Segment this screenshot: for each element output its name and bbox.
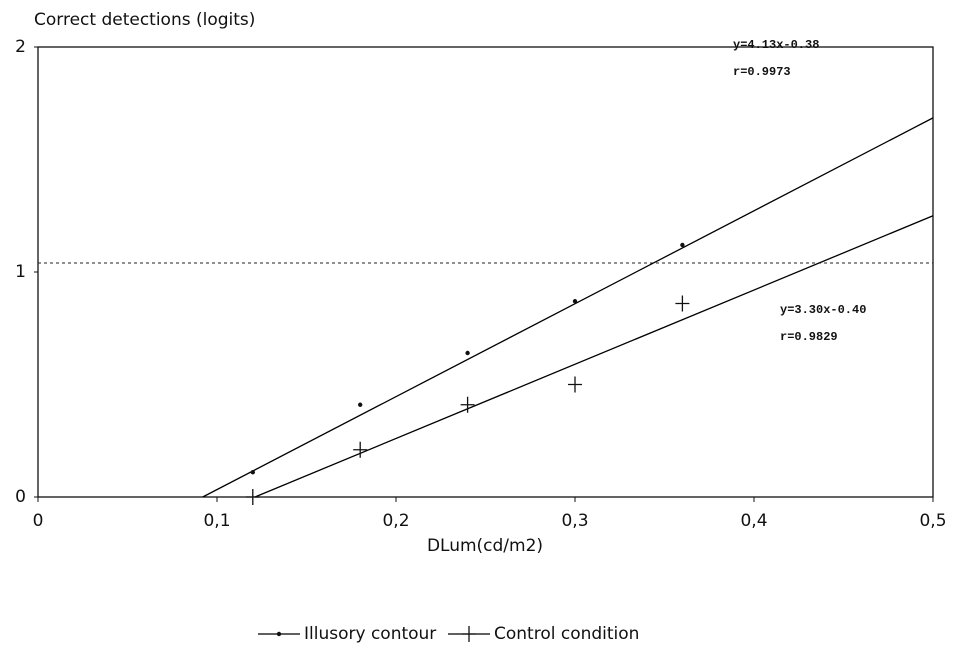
x-tick-label: 0,2 bbox=[382, 511, 409, 531]
y-tick-label: 2 bbox=[15, 37, 26, 57]
x-tick-label: 0,1 bbox=[203, 511, 230, 531]
point bbox=[353, 441, 368, 458]
legend-label: Control condition bbox=[494, 624, 639, 644]
point bbox=[460, 396, 475, 413]
point bbox=[572, 299, 578, 304]
fit-r: r=0.9829 bbox=[780, 330, 838, 344]
point bbox=[675, 295, 690, 312]
legend-marker bbox=[276, 631, 282, 637]
point bbox=[245, 489, 260, 505]
fit-line bbox=[254, 215, 934, 498]
x-axis-title: DLum(cd/m2) bbox=[427, 536, 543, 556]
point bbox=[680, 242, 685, 248]
fit-equation: y=4.13x-0.38 bbox=[733, 38, 819, 52]
legend-marker bbox=[462, 626, 476, 642]
y-tick-label: 0 bbox=[15, 487, 26, 507]
x-tick-label: 0,5 bbox=[919, 511, 946, 531]
x-tick-label: 0,4 bbox=[740, 511, 767, 531]
point bbox=[250, 470, 255, 475]
point bbox=[465, 350, 470, 356]
legend-label: Illusory contour bbox=[304, 624, 436, 644]
point bbox=[568, 376, 582, 393]
x-tick-label: 0,3 bbox=[561, 511, 588, 531]
fit-r: r=0.9973 bbox=[733, 65, 791, 79]
fit-line bbox=[202, 117, 934, 498]
y-axis-title: Correct detections (logits) bbox=[34, 10, 255, 30]
x-tick-label: 0 bbox=[33, 511, 44, 531]
y-tick-label: 1 bbox=[15, 262, 26, 282]
point bbox=[358, 402, 363, 407]
fit-equation: y=3.30x-0.40 bbox=[780, 303, 866, 317]
